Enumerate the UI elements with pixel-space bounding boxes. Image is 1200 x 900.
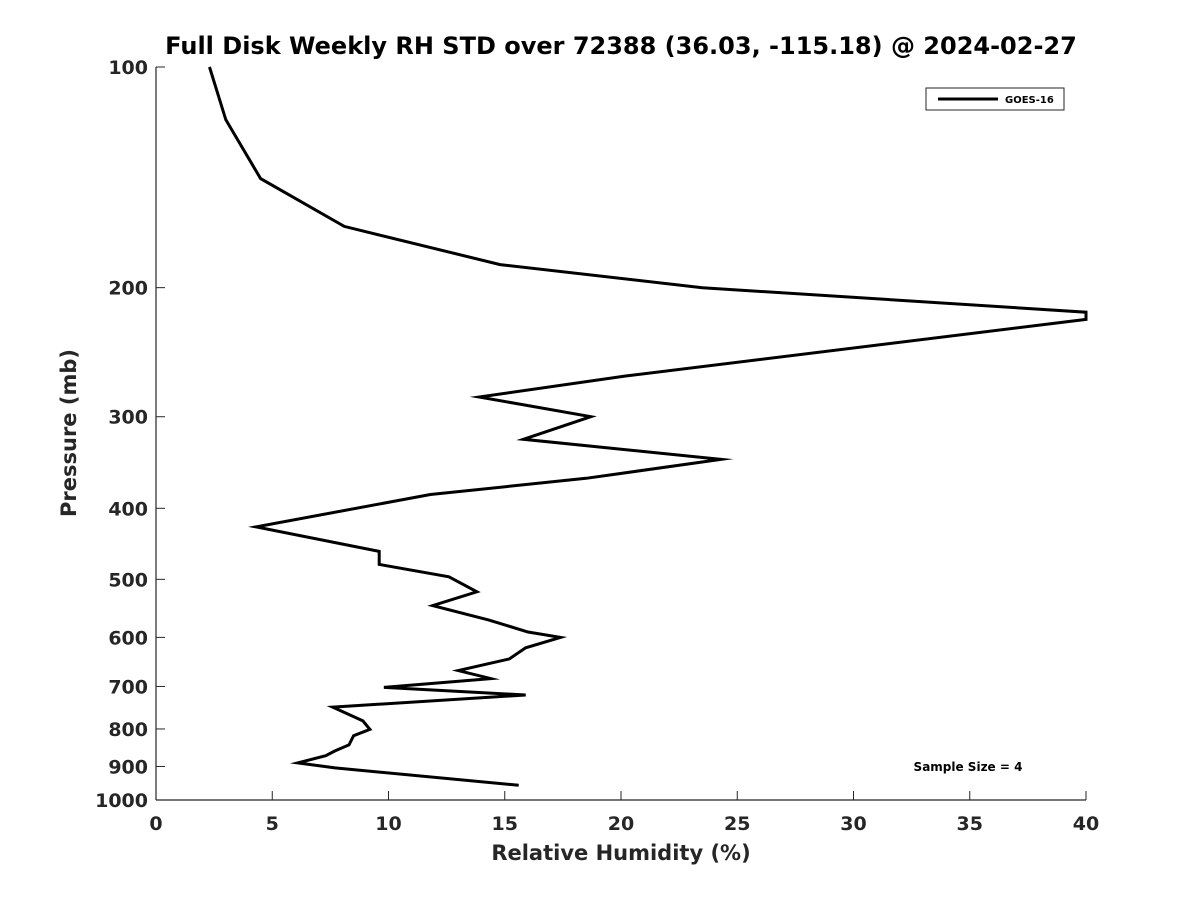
y-tick-label: 600	[108, 627, 148, 649]
y-tick-label: 300	[108, 407, 148, 429]
y-tick-label: 100	[108, 57, 148, 79]
sample-size-annotation: Sample Size = 4	[914, 760, 1023, 774]
x-tick-label: 30	[840, 813, 866, 835]
x-tick-label: 15	[492, 813, 518, 835]
x-tick-label: 0	[149, 813, 162, 835]
y-tick-label: 900	[108, 756, 148, 778]
legend: GOES-16	[925, 87, 1065, 111]
series-layer	[208, 66, 1088, 787]
y-tick-label: 200	[108, 278, 148, 300]
x-tick-label: 40	[1073, 813, 1099, 835]
y-tick-label: 800	[108, 719, 148, 741]
y-tick-label: 500	[108, 569, 148, 591]
series-line-goes-16	[208, 66, 1088, 787]
y-ticks: 100 200 300 400 500 600 700 800 900 1000	[95, 57, 165, 812]
y-tick-label: 700	[108, 676, 148, 698]
plot-area: 0 5 10 15 20 25 30 35 40 100 200 300 400 500 600 700 80…	[95, 57, 1099, 835]
x-tick-label: 10	[375, 813, 401, 835]
chart-title: Full Disk Weekly RH STD over 72388 (36.0…	[165, 32, 1077, 60]
y-tick-label: 1000	[95, 790, 148, 812]
legend-entry-goes-16: GOES-16	[1005, 95, 1054, 106]
y-tick-label: 400	[108, 498, 148, 520]
y-axis-label: Pressure (mb)	[57, 349, 81, 517]
x-tick-label: 20	[608, 813, 634, 835]
x-tick-label: 5	[266, 813, 279, 835]
x-axis-label: Relative Humidity (%)	[491, 841, 750, 865]
x-tick-label: 35	[957, 813, 983, 835]
x-ticks: 0 5 10 15 20 25 30 35 40	[149, 791, 1099, 835]
x-tick-label: 25	[724, 813, 750, 835]
